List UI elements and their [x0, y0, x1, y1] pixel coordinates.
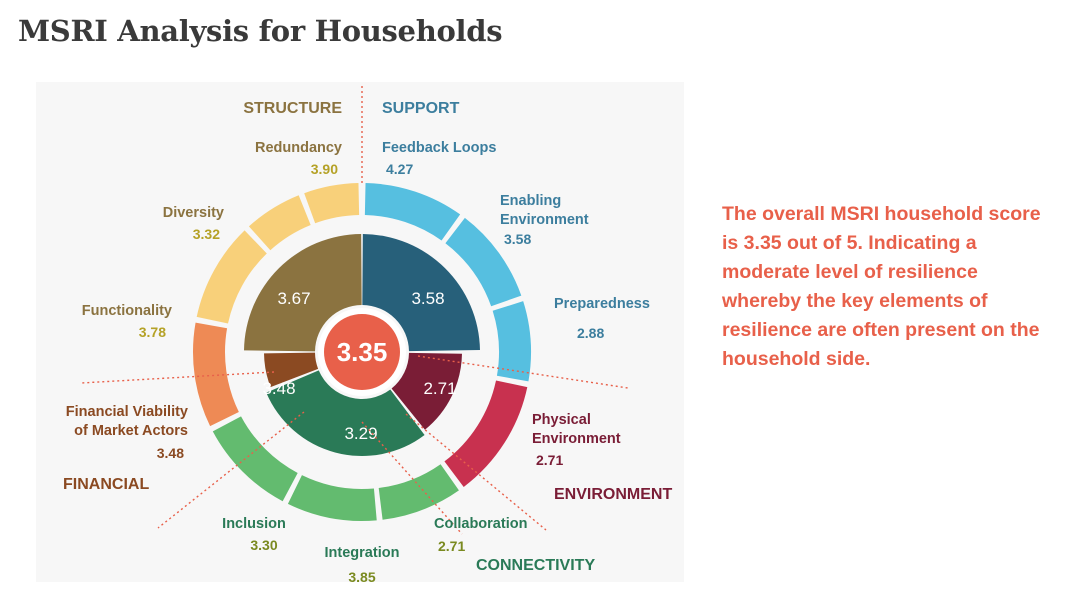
element-value-diversity: 3.32: [193, 226, 220, 242]
overall-score-label: 3.35: [337, 337, 388, 367]
outer-segment-diversity: [248, 195, 311, 251]
domain-score-connectivity: 3.29: [344, 424, 377, 443]
outer-segment-physical-environment: [444, 380, 528, 487]
center-score-disk: [324, 314, 400, 390]
msri-chart-panel: 3.35 3.67 3.58 2.71 3.29 3.48 STRUCTURE SUPPORT…: [36, 82, 684, 582]
element-value-redundancy: 3.90: [311, 161, 338, 177]
domain-heading-financial: FINANCIAL: [63, 476, 149, 493]
element-name-redundancy: Redundancy: [255, 140, 342, 156]
outer-segment-integration: [287, 475, 377, 521]
element-value-preparedness: 2.88: [577, 325, 604, 341]
element-name-financial-viability-of-market-actors-line-2: of Market Actors: [74, 423, 188, 439]
outer-segment-functionality: [196, 230, 267, 324]
domain-score-structure: 3.67: [277, 289, 310, 308]
outer-segment-collaboration: [378, 464, 459, 520]
element-name-feedback-loops: Feedback Loops: [382, 140, 496, 156]
domain-divider-line-3: [417, 355, 629, 389]
element-value-enabling-environment: 3.58: [504, 231, 531, 247]
element-name-inclusion: Inclusion: [222, 516, 286, 532]
outer-segment-preparedness: [492, 301, 531, 382]
element-name-functionality: Functionality: [82, 303, 172, 319]
element-value-financial-viability-of-market-actors: 3.48: [157, 445, 184, 461]
element-name-physical-environment-line-2: Environment: [532, 431, 621, 447]
domain-segment-connectivity: [266, 370, 425, 457]
domain-divider-line-5: [157, 411, 305, 529]
outer-segment-enabling-environment: [445, 217, 522, 307]
element-value-feedback-loops: 4.27: [386, 161, 413, 177]
element-value-integration: 3.85: [348, 569, 375, 582]
msri-radial-chart: 3.35 3.67 3.58 2.71 3.29 3.48 STRUCTURE SUPPORT…: [63, 86, 672, 582]
domain-heading-support: SUPPORT: [382, 100, 460, 117]
domain-segment-environment: [391, 352, 462, 430]
element-name-collaboration: Collaboration: [434, 516, 527, 532]
domain-segment-support: [362, 234, 480, 352]
domain-heading-structure: STRUCTURE: [243, 100, 342, 117]
domain-heading-environment: ENVIRONMENT: [554, 486, 672, 503]
element-name-preparedness: Preparedness: [554, 296, 650, 312]
page-title: MSRI Analysis for Households: [18, 14, 503, 48]
outer-segment-feedback-loops: [364, 183, 461, 241]
element-name-physical-environment-line-1: Physical: [532, 412, 591, 428]
domain-segment-financial: [264, 352, 319, 388]
outer-segment-redundancy: [304, 183, 360, 224]
domain-divider-line-2: [361, 421, 463, 535]
element-value-collaboration: 2.71: [438, 538, 465, 554]
domain-score-support: 3.58: [411, 289, 444, 308]
element-value-inclusion: 3.30: [250, 537, 277, 553]
domain-score-environment: 2.71: [423, 379, 456, 398]
domain-divider-line-6: [405, 413, 547, 531]
element-name-integration: Integration: [325, 545, 400, 561]
element-name-financial-viability-of-market-actors-line-1: Financial Viability: [66, 404, 188, 420]
element-name-enabling-environment-line-1: Enabling: [500, 193, 561, 209]
outer-segment-inclusion: [212, 416, 298, 502]
domain-divider-line-4: [80, 371, 275, 384]
element-value-functionality: 3.78: [139, 324, 166, 340]
element-name-diversity: Diversity: [163, 205, 224, 221]
domain-score-financial: 3.48: [262, 379, 295, 398]
element-name-enabling-environment-line-2: Environment: [500, 212, 589, 228]
outer-segment-financial-viability-of-market-actors: [192, 322, 239, 427]
element-value-physical-environment: 2.71: [536, 452, 563, 468]
domain-segment-structure: [244, 234, 362, 352]
domain-heading-connectivity: CONNECTIVITY: [476, 557, 595, 574]
summary-text: The overall MSRI household score is 3.35…: [722, 203, 1041, 370]
